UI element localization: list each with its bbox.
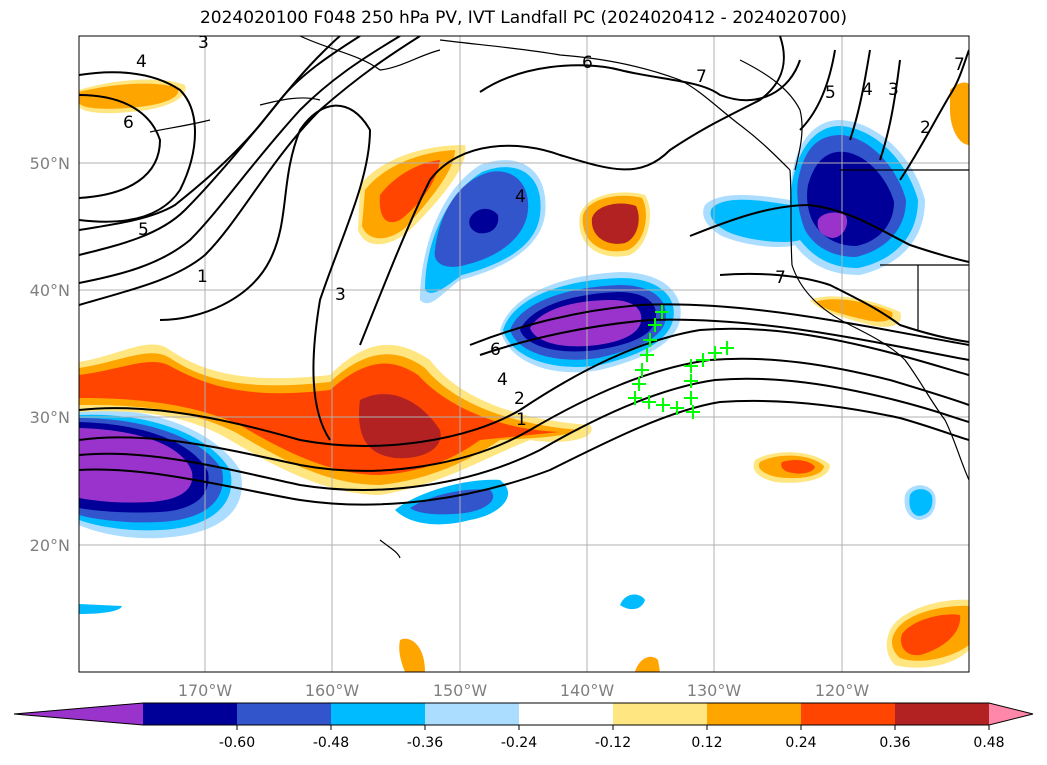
colorbar-outline: [13, 702, 1034, 726]
colorbar-tick-label: -0.12: [595, 735, 631, 751]
colorbar-segment: [801, 703, 896, 725]
colorbar-tick-label: -0.48: [313, 735, 349, 751]
colorbar-tick-label: -0.36: [407, 735, 443, 751]
contour-label: 5: [825, 83, 836, 103]
coastlines: [149, 36, 969, 559]
contour-label: 4: [515, 187, 526, 207]
lon-label: 170°W: [178, 681, 233, 700]
pv-contours: [79, 36, 969, 506]
contour-label: 3: [198, 33, 209, 53]
shaded-field: [79, 79, 969, 672]
colorbar-segment: [613, 703, 708, 725]
contour-label: 4: [497, 370, 508, 390]
contour-label: 3: [335, 285, 346, 305]
lat-label: 50°N: [30, 154, 70, 173]
colorbar-extend-max: [989, 703, 1033, 725]
contour-label: 6: [582, 53, 593, 73]
colorbar-tick-label: -0.24: [501, 735, 537, 751]
colorbar-tick-label: 0.48: [973, 735, 1004, 751]
colorbar-tick-label: 0.36: [879, 735, 910, 751]
contour-label: 2: [920, 118, 931, 138]
lat-label: 30°N: [30, 408, 70, 427]
lon-label: 130°W: [687, 681, 742, 700]
colorbar-tick-label: 0.24: [785, 735, 816, 751]
lon-label: 120°W: [815, 681, 870, 700]
map-frame: [78, 35, 970, 673]
contour-label: 3: [888, 80, 899, 100]
contour-label: 7: [775, 268, 786, 288]
lon-label: 140°W: [560, 681, 615, 700]
colorbar-segment: [331, 703, 426, 725]
contour-label: 2: [514, 389, 525, 409]
colorbar-segment: [895, 703, 990, 725]
longitude-axis: 170°W 160°W 150°W 140°W 130°W 120°W: [178, 681, 870, 700]
contour-label: 4: [862, 80, 873, 100]
colorbar-extend-min: [14, 703, 143, 725]
contour-label: 6: [490, 340, 501, 360]
lat-label: 40°N: [30, 281, 70, 300]
contour-label: 7: [954, 55, 965, 75]
colorbar: -0.60 -0.48 -0.36 -0.24 -0.12 0.12 0.24 0.36 0.4…: [13, 702, 1034, 751]
contour-label: 7: [696, 67, 707, 87]
map-title: 2024020100 F048 250 hPa PV, IVT Landfall…: [199, 8, 847, 28]
colorbar-tick-label: -0.60: [219, 735, 255, 751]
lat-label: 20°N: [30, 536, 70, 555]
contour-label: 6: [123, 113, 134, 133]
contour-label: 5: [138, 220, 149, 240]
lon-label: 150°W: [433, 681, 488, 700]
contour-label: 4: [136, 52, 147, 72]
contour-label-group: 3 4 6 5 1 3 4 6 7 5 4 3 2 7 6 4 2 1 7: [123, 33, 965, 430]
colorbar-segment: [425, 703, 520, 725]
colorbar-segment: [707, 703, 802, 725]
contour-label: 1: [197, 267, 208, 287]
contour-label: 1: [516, 410, 527, 430]
lon-label: 160°W: [305, 681, 360, 700]
latitude-axis: 50°N 40°N 30°N 20°N: [30, 154, 70, 555]
landfall-markers: [628, 305, 734, 419]
colorbar-segment: [143, 703, 238, 725]
colorbar-tick-label: 0.12: [691, 735, 722, 751]
colorbar-segment: [519, 703, 614, 725]
colorbar-segment: [237, 703, 332, 725]
